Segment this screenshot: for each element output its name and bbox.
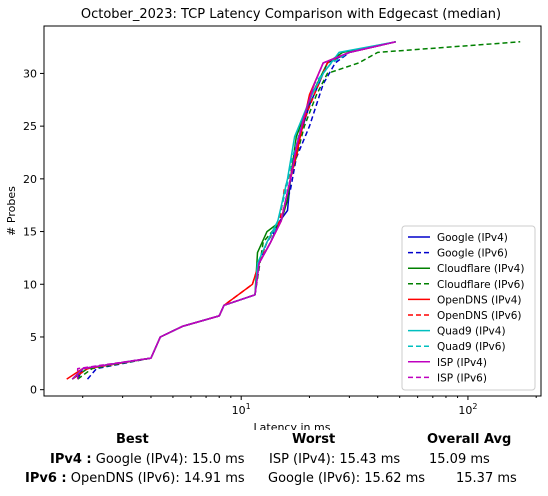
summary-row-ipv6: IPv6 : OpenDNS (IPv6): 14.91 ms (25, 471, 245, 486)
summary-avg-ipv6: 15.37 ms (456, 471, 517, 486)
summary-key: IPv6 : (25, 471, 67, 486)
y-axis-label: # Probes (5, 186, 18, 236)
chart-title: October_2023: TCP Latency Comparison wit… (81, 7, 501, 22)
latency-summary: Best Worst Overall Avg IPv4 : Google (IP… (0, 428, 548, 496)
summary-header-avg: Overall Avg (427, 432, 512, 447)
summary-header-best: Best (116, 432, 149, 447)
y-tick-label: 0 (30, 384, 37, 397)
y-tick-label: 5 (30, 331, 37, 344)
summary-avg-ipv4: 15.09 ms (429, 452, 490, 467)
series-line-9 (76, 41, 396, 380)
legend-label: OpenDNS (IPv6) (437, 310, 522, 322)
summary-worst-ipv4: ISP (IPv4): 15.43 ms (269, 452, 401, 467)
legend-label: OpenDNS (IPv4) (437, 294, 522, 306)
series-line-6 (71, 41, 396, 380)
y-tick-label: 10 (23, 278, 37, 291)
summary-best-value: OpenDNS (IPv6): 14.91 ms (70, 471, 245, 486)
x-axis-label: Latency in ms (254, 421, 331, 430)
summary-row-ipv4: IPv4 : Google (IPv4): 15.0 ms (50, 452, 245, 467)
y-tick-label: 25 (23, 120, 37, 133)
y-tick-label: 20 (23, 173, 37, 186)
chart-legend: Google (IPv4) Google (IPv6) Cloudflare (IP… (401, 225, 536, 391)
legend-label: Quad9 (IPv6) (437, 341, 506, 353)
legend-label: Quad9 (IPv4) (437, 326, 506, 338)
summary-key: IPv4 : (50, 452, 92, 467)
y-tick-label: 15 (23, 226, 37, 239)
y-tick-label: 30 (23, 67, 37, 80)
latency-chart: October_2023: TCP Latency Comparison wit… (5, 7, 542, 430)
plot-frame (43, 25, 542, 397)
series-line-1 (86, 41, 396, 380)
series-line-7 (71, 41, 396, 380)
series-line-2 (71, 41, 396, 380)
series-line-0 (77, 41, 396, 380)
legend-label: Cloudflare (IPv4) (437, 263, 524, 275)
series-line-5 (71, 41, 396, 380)
legend-label: Cloudflare (IPv6) (437, 279, 524, 291)
x-tick-label: 102 (458, 402, 477, 417)
series-line-4 (66, 41, 396, 380)
legend-box (401, 225, 536, 391)
legend-label: Google (IPv4) (437, 232, 508, 244)
summary-best-value: Google (IPv4): 15.0 ms (95, 452, 245, 467)
legend-label: Google (IPv6) (437, 248, 508, 260)
legend-label: ISP (IPv4) (437, 357, 487, 369)
series-line-8 (71, 41, 396, 380)
legend-label: ISP (IPv6) (437, 372, 487, 384)
summary-header-worst: Worst (292, 432, 336, 447)
x-tick-label: 101 (232, 402, 251, 417)
summary-worst-ipv6: Google (IPv6): 15.62 ms (268, 471, 426, 486)
